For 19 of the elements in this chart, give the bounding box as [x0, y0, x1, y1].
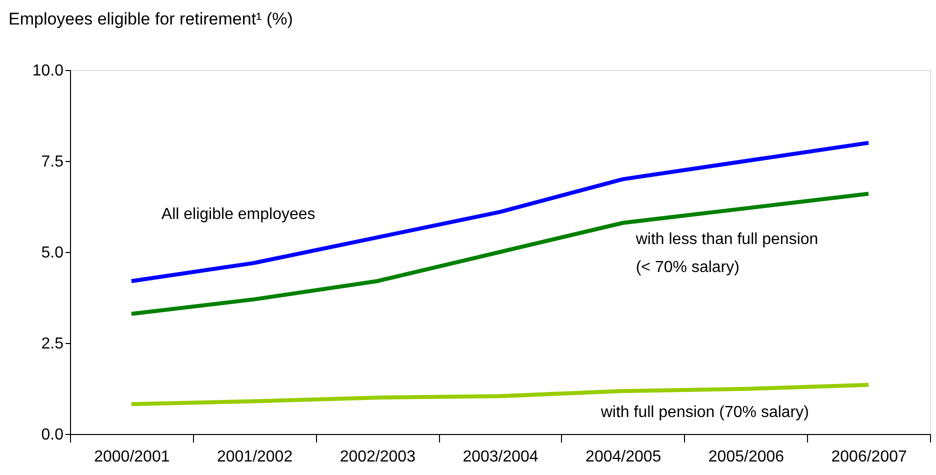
y-axis-title: Employees eligible for retirement¹ (%) — [8, 10, 293, 28]
line-series — [129, 140, 871, 284]
x-tick-label: 2004/2005 — [586, 448, 662, 466]
line-series — [129, 192, 871, 316]
x-tick-label: 2002/2003 — [340, 448, 416, 466]
x-tick-label: 2001/2002 — [216, 448, 293, 466]
y-tick-label: 2.5 — [41, 336, 64, 352]
x-tick-label: 2003/2004 — [462, 448, 538, 466]
y-tick-label: 0.0 — [41, 426, 64, 444]
x-tick-label: 2006/2007 — [831, 448, 907, 466]
y-tick-label: 5.0 — [41, 244, 64, 262]
x-tick-label: 2005/2006 — [708, 448, 784, 466]
series-label: with full pension (70% salary) — [600, 404, 809, 422]
y-tick-label: 10.0 — [32, 62, 64, 80]
x-tick-label: 2000/2001 — [94, 448, 170, 466]
line-series — [129, 382, 871, 406]
y-tick-label: 7.5 — [41, 154, 64, 170]
series-label: with less than full pension (< 70% salary) — [634, 230, 818, 276]
series-label: All eligible employees — [161, 206, 316, 224]
